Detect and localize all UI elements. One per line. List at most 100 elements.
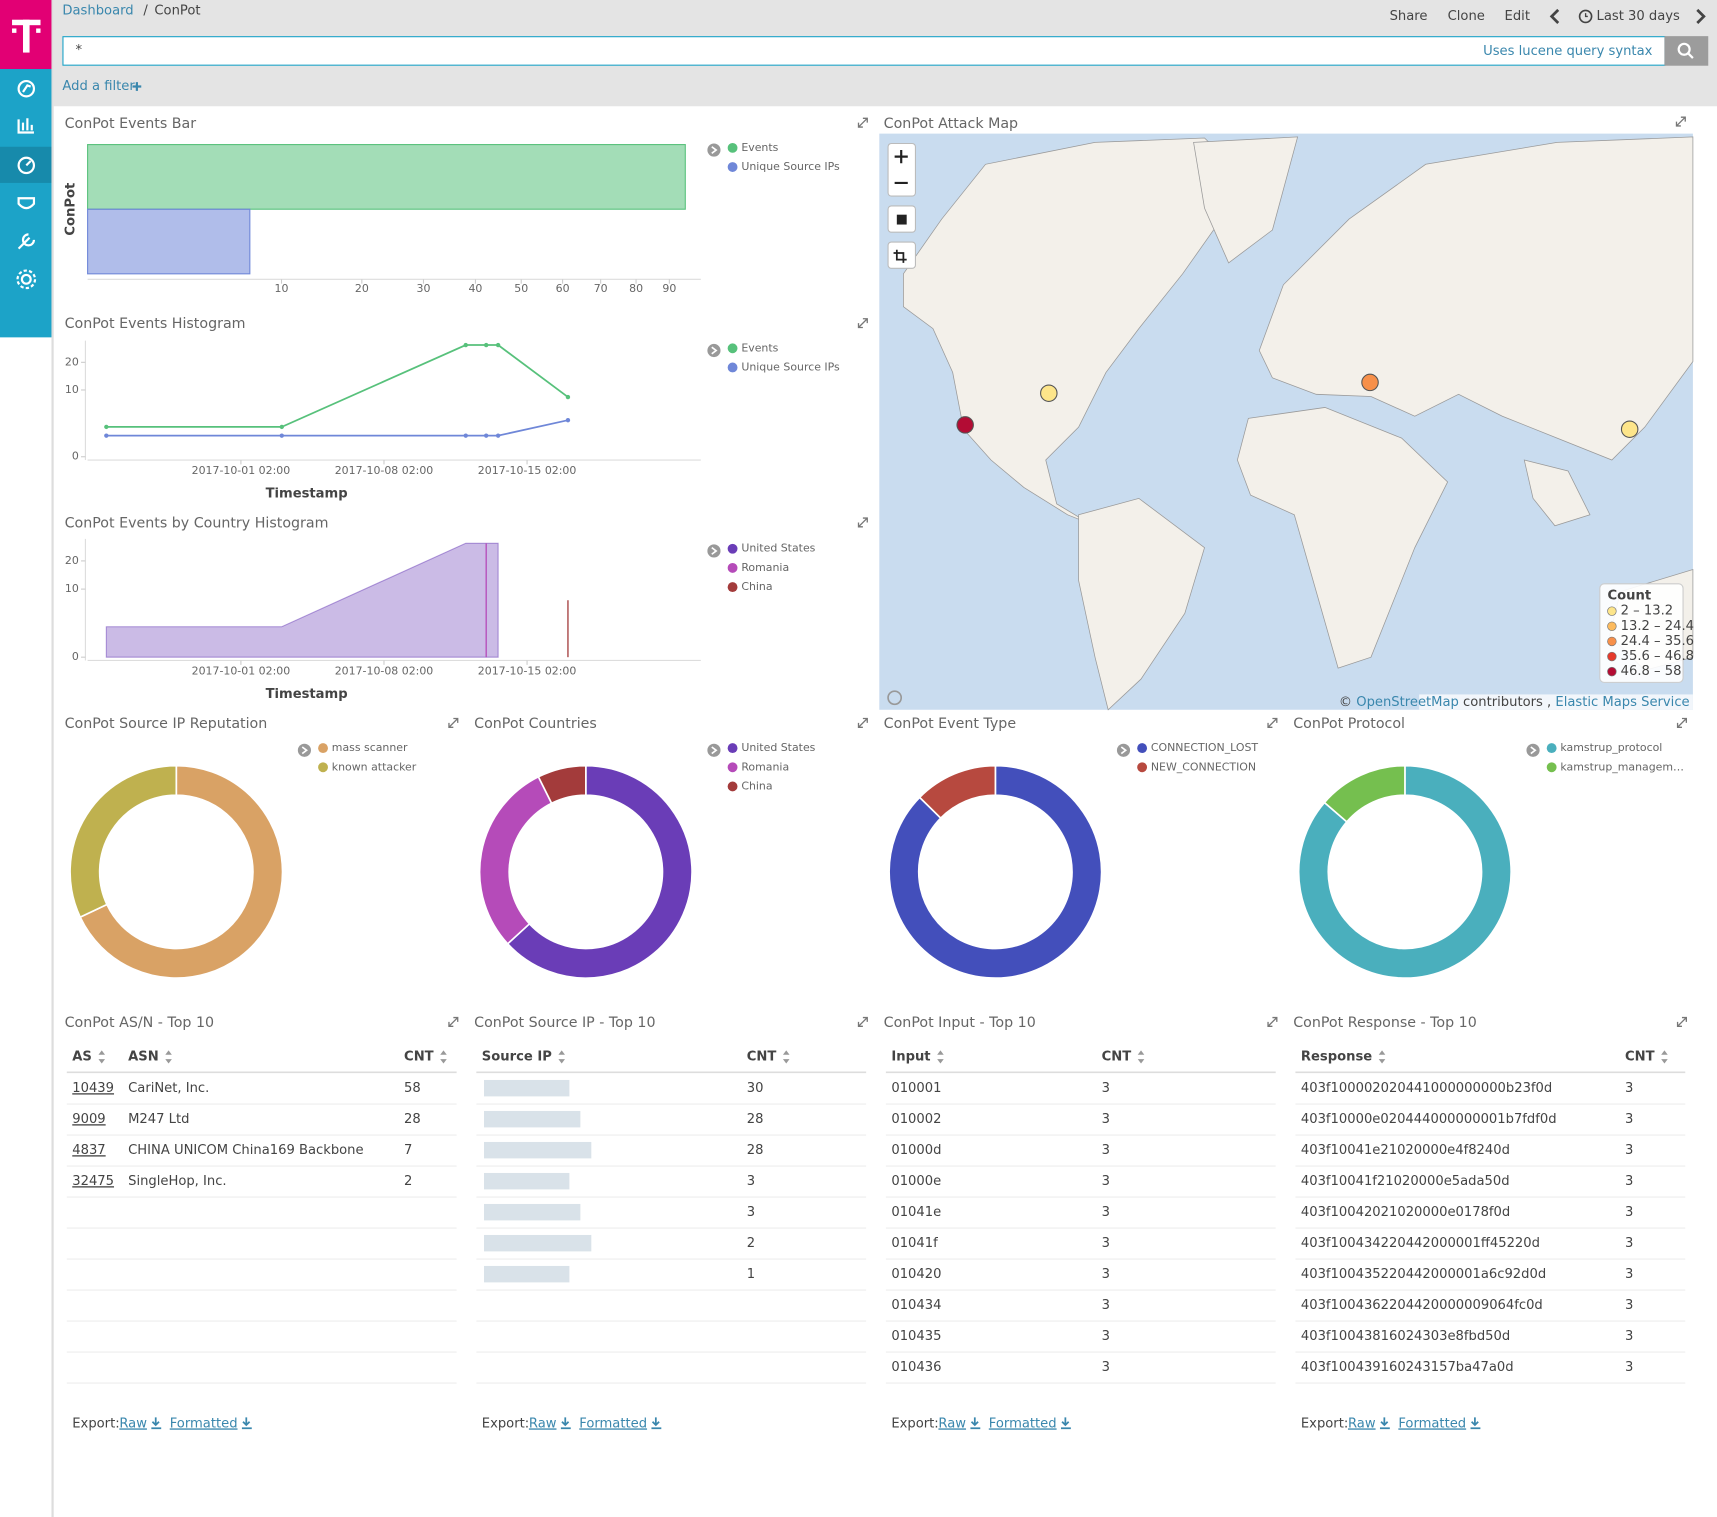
legend-toggle[interactable] xyxy=(707,343,721,358)
download-icon[interactable] xyxy=(560,1417,571,1430)
donut-slice[interactable] xyxy=(79,764,284,979)
legend-label[interactable]: known attacker xyxy=(332,760,417,773)
expand-icon[interactable] xyxy=(1267,1016,1278,1027)
sort-icon[interactable] xyxy=(1661,1050,1668,1064)
expand-icon[interactable] xyxy=(857,717,868,728)
legend-label[interactable]: Unique Source IPs xyxy=(741,360,840,373)
legend-label[interactable]: Romania xyxy=(741,561,789,574)
download-icon[interactable] xyxy=(151,1417,162,1430)
expand-icon[interactable] xyxy=(448,717,459,728)
expand-icon[interactable] xyxy=(857,517,868,528)
donut-slice[interactable] xyxy=(1297,764,1512,979)
column-header[interactable]: CNT xyxy=(404,1049,434,1064)
column-header[interactable]: CNT xyxy=(1625,1049,1655,1064)
column-header[interactable]: CNT xyxy=(747,1049,777,1064)
time-picker[interactable]: Last 30 days xyxy=(1597,9,1681,24)
export-raw[interactable]: Raw xyxy=(119,1416,147,1431)
next-time[interactable] xyxy=(1696,8,1706,24)
map-marker[interactable] xyxy=(1040,384,1058,402)
legend-toggle[interactable] xyxy=(1116,743,1131,757)
expand-icon[interactable] xyxy=(448,1016,459,1027)
export-formatted[interactable]: Formatted xyxy=(989,1416,1057,1431)
sort-icon[interactable] xyxy=(558,1050,565,1064)
legend-toggle[interactable] xyxy=(297,743,311,757)
legend-label[interactable]: China xyxy=(741,580,772,593)
map[interactable] xyxy=(879,133,1694,711)
legend-toggle[interactable] xyxy=(707,743,721,757)
expand-icon[interactable] xyxy=(1676,717,1687,728)
map-marker[interactable] xyxy=(1361,373,1379,392)
sort-icon[interactable] xyxy=(782,1050,790,1064)
search-query[interactable]: * xyxy=(76,43,83,58)
legend-label[interactable]: China xyxy=(741,779,772,792)
export-raw[interactable]: Raw xyxy=(1348,1416,1376,1431)
download-icon[interactable] xyxy=(1060,1417,1071,1430)
table-cell[interactable]: 9009 xyxy=(72,1112,105,1127)
donut-slice[interactable] xyxy=(478,775,553,945)
download-icon[interactable] xyxy=(241,1417,252,1430)
export-raw[interactable]: Raw xyxy=(938,1416,966,1431)
download-icon[interactable] xyxy=(1470,1417,1481,1430)
nav-icons[interactable] xyxy=(16,79,37,290)
download-icon[interactable] xyxy=(651,1417,662,1430)
share-button[interactable]: Share xyxy=(1390,9,1428,24)
sort-icon[interactable] xyxy=(440,1050,447,1064)
download-icon[interactable] xyxy=(970,1417,981,1430)
expand-icon[interactable] xyxy=(857,1016,868,1027)
export-formatted[interactable]: Formatted xyxy=(1398,1416,1466,1431)
sort-icon[interactable] xyxy=(1137,1050,1145,1064)
legend-toggle[interactable] xyxy=(707,544,721,558)
legend-label[interactable]: Events xyxy=(741,341,778,354)
export-raw[interactable]: Raw xyxy=(529,1416,557,1431)
legend-label[interactable]: Events xyxy=(741,141,778,154)
edit-button[interactable]: Edit xyxy=(1505,9,1530,24)
sort-icon[interactable] xyxy=(165,1050,172,1064)
sort-icon[interactable] xyxy=(1378,1050,1386,1064)
donut-slice[interactable] xyxy=(1323,764,1406,823)
sort-icon[interactable] xyxy=(937,1050,944,1064)
expand-icon[interactable] xyxy=(1676,1016,1687,1027)
export-formatted[interactable]: Formatted xyxy=(170,1416,238,1431)
column-header[interactable]: ASN xyxy=(128,1049,159,1064)
legend-label[interactable]: Romania xyxy=(741,760,789,773)
column-header[interactable]: CNT xyxy=(1102,1049,1132,1064)
prev-time[interactable] xyxy=(1549,8,1560,24)
legend-label[interactable]: United States xyxy=(741,741,815,754)
legend-toggle[interactable] xyxy=(707,143,721,157)
legend-label[interactable]: kamstrup_protocol xyxy=(1560,741,1662,754)
column-header[interactable]: Response xyxy=(1301,1049,1372,1064)
donut-slice[interactable] xyxy=(888,764,1103,979)
export-formatted[interactable]: Formatted xyxy=(579,1416,647,1431)
column-header[interactable]: Input xyxy=(891,1049,930,1064)
legend-label[interactable]: CONNECTION_LOST xyxy=(1151,741,1259,754)
map-marker[interactable] xyxy=(956,416,974,434)
search-input[interactable] xyxy=(62,36,1666,66)
clone-button[interactable]: Clone xyxy=(1448,9,1485,24)
add-filter[interactable]: Add a filter xyxy=(62,79,135,94)
legend-label[interactable]: Unique Source IPs xyxy=(741,160,840,173)
sort-icon[interactable] xyxy=(98,1050,106,1064)
donut-slice[interactable] xyxy=(918,764,997,820)
expand-icon[interactable] xyxy=(1267,717,1278,728)
expand-icon[interactable] xyxy=(857,318,868,329)
legend-label[interactable]: mass scanner xyxy=(332,741,408,754)
expand-icon[interactable] xyxy=(1675,116,1686,127)
table-cell[interactable]: 10439 xyxy=(72,1081,114,1096)
table-cell[interactable]: 4837 xyxy=(72,1143,105,1158)
search-button[interactable] xyxy=(1664,36,1709,66)
expand-icon[interactable] xyxy=(857,117,868,128)
donut-slice[interactable] xyxy=(506,764,693,979)
download-icon[interactable] xyxy=(1379,1417,1390,1430)
legend-label[interactable]: kamstrup_managem… xyxy=(1560,760,1684,773)
legend-toggle[interactable] xyxy=(1526,743,1540,757)
column-header[interactable]: AS xyxy=(72,1049,92,1064)
map-marker[interactable] xyxy=(1620,420,1639,438)
map-controls[interactable] xyxy=(887,142,916,706)
table-cell[interactable]: 32475 xyxy=(72,1174,114,1189)
donut-slice[interactable] xyxy=(69,764,178,919)
legend-label[interactable]: NEW_CONNECTION xyxy=(1151,760,1256,773)
donut-slice[interactable] xyxy=(537,764,587,805)
legend-label[interactable]: United States xyxy=(741,542,815,555)
search-hint[interactable]: Uses lucene query syntax xyxy=(1483,44,1653,59)
breadcrumb-link[interactable]: Dashboard xyxy=(62,3,133,18)
